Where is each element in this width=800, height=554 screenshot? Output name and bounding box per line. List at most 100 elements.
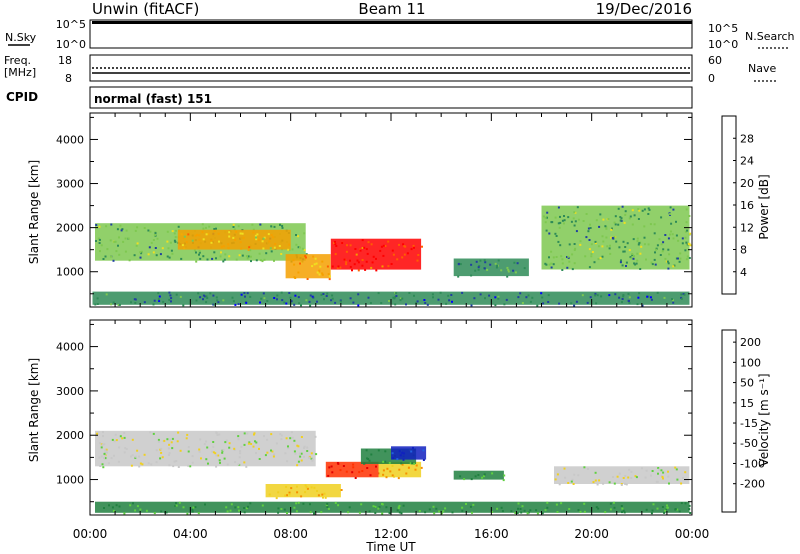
velocity-speckle	[117, 460, 120, 463]
power-speckle	[489, 263, 492, 266]
power-speckle	[600, 295, 603, 298]
power-speckle	[685, 258, 688, 261]
velocity-speckle	[171, 437, 174, 440]
velocity-speckle	[396, 458, 399, 461]
power-speckle	[519, 292, 522, 295]
velocity-speckle	[129, 504, 132, 507]
power-speckle	[621, 298, 624, 300]
velocity-speckle	[280, 434, 283, 437]
power-speckle	[351, 269, 353, 272]
velocity-speckle	[361, 470, 364, 472]
power-speckle	[514, 271, 517, 274]
power-speckle	[249, 255, 252, 258]
power-speckle	[559, 221, 562, 224]
power-speckle	[139, 256, 142, 259]
power-speckle	[211, 257, 214, 260]
velocity-speckle	[388, 511, 391, 514]
power-speckle	[171, 230, 174, 233]
velocity-speckle	[438, 510, 441, 513]
power-speckle	[669, 206, 672, 209]
power-speckle	[244, 295, 246, 298]
power-speckle	[276, 294, 279, 297]
power-speckle	[299, 262, 302, 265]
velocity-speckle	[238, 456, 241, 459]
velocity-speckle	[317, 494, 320, 497]
power-speckle	[684, 249, 687, 252]
power-speckle	[202, 255, 205, 258]
power-speckle	[637, 243, 640, 246]
power-colorbar-label: 20	[740, 177, 754, 190]
power-speckle	[688, 257, 691, 259]
velocity-speckle	[310, 452, 313, 455]
power-speckle	[614, 293, 617, 296]
power-speckle	[624, 246, 627, 248]
power-speckle	[195, 260, 198, 263]
velocity-speckle	[352, 463, 355, 466]
power-panel: Slant Range [km]	[27, 112, 693, 308]
velocity-region-7	[554, 466, 690, 484]
velocity-speckle	[389, 470, 392, 473]
power-speckle	[408, 292, 411, 294]
velocity-speckle	[469, 505, 472, 508]
velocity-speckle	[501, 510, 504, 513]
velocity-colorbar-label: -50	[740, 437, 758, 450]
power-speckle	[205, 233, 208, 236]
velocity-speckle	[303, 447, 306, 449]
power-speckle	[240, 293, 243, 296]
velocity-speckle	[170, 441, 173, 444]
velocity-speckle	[411, 462, 414, 465]
power-speckle	[655, 248, 657, 251]
velocity-speckle	[167, 454, 170, 456]
power-speckle	[618, 296, 621, 299]
power-speckle	[660, 243, 663, 246]
power-speckle	[630, 257, 633, 260]
power-speckle	[575, 300, 578, 303]
velocity-speckle	[174, 504, 177, 507]
power-speckle	[228, 235, 231, 238]
power-speckle	[167, 247, 170, 250]
power-speckle	[143, 301, 146, 304]
power-speckle	[234, 238, 237, 241]
velocity-speckle	[410, 450, 413, 453]
power-speckle	[571, 268, 574, 271]
power-colorbar-label: 8	[740, 244, 747, 257]
power-speckle	[672, 301, 675, 304]
velocity-speckle	[657, 472, 659, 475]
power-speckle	[148, 246, 151, 249]
power-speckle	[318, 273, 321, 276]
power-speckle	[648, 208, 651, 211]
power-speckle	[273, 225, 276, 228]
power-speckle	[114, 240, 117, 243]
power-speckle	[325, 295, 328, 297]
power-speckle	[150, 241, 153, 244]
velocity-speckle	[103, 443, 106, 446]
power-speckle	[625, 265, 627, 267]
power-speckle	[542, 302, 545, 305]
power-speckle	[399, 299, 402, 302]
power-colorbar-label: 16	[740, 199, 754, 212]
power-speckle	[243, 292, 246, 294]
power-speckle	[669, 233, 672, 236]
velocity-speckle	[400, 462, 403, 465]
velocity-speckle	[214, 452, 217, 455]
velocity-speckle	[414, 468, 417, 471]
velocity-speckle	[204, 503, 206, 506]
power-speckle	[315, 262, 318, 265]
velocity-speckle	[286, 512, 288, 514]
velocity-speckle	[159, 457, 162, 460]
freq-left-tick-top: 18	[58, 54, 72, 67]
power-speckle	[220, 251, 222, 254]
power-speckle	[257, 238, 260, 241]
velocity-speckle	[360, 503, 363, 506]
power-speckle	[570, 220, 573, 223]
power-speckle	[641, 304, 644, 307]
velocity-speckle	[192, 506, 195, 509]
velocity-speckle	[418, 510, 421, 512]
power-speckle	[588, 266, 591, 269]
velocity-speckle	[311, 459, 314, 462]
power-speckle	[327, 273, 330, 276]
velocity-y-tick-label: 4000	[56, 341, 84, 354]
velocity-speckle	[398, 468, 401, 471]
velocity-speckle	[139, 462, 142, 465]
power-speckle	[262, 292, 265, 295]
